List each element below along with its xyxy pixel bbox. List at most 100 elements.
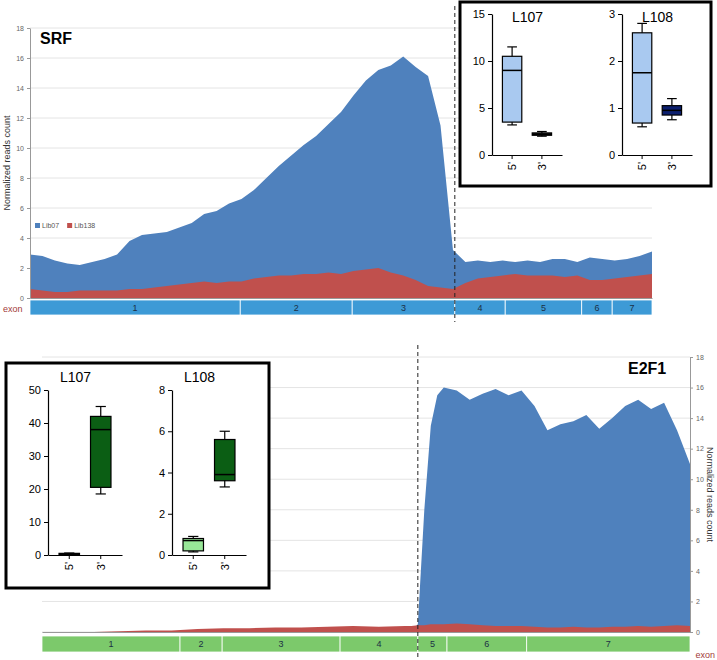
tick-mark: [488, 155, 492, 156]
tick-label: 8: [20, 175, 24, 182]
tick: 4: [690, 568, 700, 575]
box: [632, 23, 651, 126]
y-axis: 02468: [159, 384, 173, 561]
coverage-area: [42, 624, 690, 632]
y-axis-title: Normalized reads count: [705, 447, 715, 543]
exon: [505, 300, 582, 315]
tick-mark: [618, 155, 622, 156]
tick-label: 8: [159, 384, 165, 396]
y-axis-line: [622, 15, 623, 156]
tick-label: 0: [609, 149, 615, 161]
y-axis: 01020304050: [29, 384, 49, 561]
tick-label: 14: [16, 85, 24, 92]
exon-label: 5: [541, 303, 546, 313]
tick-mark: [27, 118, 30, 119]
tick-label: 5': [187, 562, 199, 570]
tick-mark: [168, 555, 172, 556]
exon: [30, 300, 240, 315]
x-axis: 5'3': [623, 155, 693, 170]
inset-frame: [6, 363, 269, 588]
exon: [240, 300, 352, 315]
tick: 0: [479, 149, 492, 161]
tick: 10: [29, 516, 48, 528]
plot-area: [502, 47, 551, 136]
x-axis-line: [43, 632, 691, 633]
tick-label: 6: [20, 205, 24, 212]
tick-mark: [27, 238, 30, 239]
tick: 0: [609, 149, 622, 161]
tick: 16: [690, 384, 704, 391]
tick-label: 18: [16, 25, 24, 32]
tick-mark: [193, 555, 194, 559]
whisker-cap-min: [188, 551, 198, 552]
chart-title: L108: [184, 369, 215, 385]
tick-label: 5: [479, 102, 485, 114]
tick-label: 16: [696, 384, 704, 391]
x-axis-line: [173, 555, 247, 556]
exon: [222, 636, 340, 652]
tick-mark: [690, 418, 693, 419]
tick-mark: [44, 423, 48, 424]
box-body: [632, 33, 651, 123]
tick: 12: [690, 445, 704, 452]
exon: [527, 636, 690, 652]
tick: 8: [159, 384, 172, 396]
tick: 0: [20, 295, 30, 302]
tick-mark: [27, 88, 30, 89]
tick-label: 5': [63, 562, 75, 570]
tick-mark: [69, 555, 70, 559]
tick-mark: [168, 473, 172, 474]
tick-mark: [690, 540, 693, 541]
exon-boundary: [454, 6, 455, 322]
tick: 18: [690, 354, 704, 361]
tick: 14: [690, 415, 704, 422]
tick-label: 4: [159, 467, 165, 479]
tick-label: 8: [696, 507, 700, 514]
box-body: [59, 553, 79, 554]
tick: 3: [609, 8, 622, 20]
y-axis: 0123: [609, 8, 623, 161]
exon-label: 6: [594, 303, 599, 313]
tick-mark: [690, 571, 693, 572]
tick: 10: [690, 476, 704, 483]
tick-mark: [618, 61, 622, 62]
whisker-cap-max: [188, 536, 198, 537]
box-body: [183, 539, 203, 551]
exon-label: 1: [109, 639, 114, 649]
tick: 2: [609, 55, 622, 67]
chart-title: L107: [60, 369, 91, 385]
legend-label: Lib07: [42, 222, 59, 229]
box-body: [532, 133, 551, 135]
tick: 12: [16, 115, 30, 122]
tick: 14: [16, 85, 30, 92]
tick-mark: [27, 298, 30, 299]
box: [59, 553, 79, 555]
whisker-cap-max: [507, 46, 517, 47]
tick-label: 2: [20, 265, 24, 272]
exon: [42, 636, 180, 652]
box: [91, 407, 111, 494]
figure: 0246810121416181234567exonNormalized rea…: [0, 0, 717, 660]
tick-label: 10: [29, 516, 41, 528]
tick: 40: [29, 417, 48, 429]
y-axis-line: [48, 391, 49, 556]
exon: [582, 300, 612, 315]
tick-label: 40: [29, 417, 41, 429]
plot-area: [183, 431, 235, 552]
tick-mark: [690, 632, 693, 633]
exon-label: 3: [279, 639, 284, 649]
chart-title: L108: [642, 9, 673, 25]
tick-label: 30: [29, 450, 41, 462]
tick: 30: [29, 450, 48, 462]
x-axis: [31, 298, 653, 299]
tick-label: 0: [159, 549, 165, 561]
tick-mark: [618, 108, 622, 109]
tick: 5': [636, 155, 648, 170]
median: [632, 72, 651, 74]
exon: [180, 636, 222, 652]
tick: 5': [187, 555, 199, 570]
tick-mark: [44, 555, 48, 556]
tick-mark: [27, 268, 30, 269]
tick-label: 3: [609, 8, 615, 20]
y-axis: 051015: [473, 8, 493, 161]
